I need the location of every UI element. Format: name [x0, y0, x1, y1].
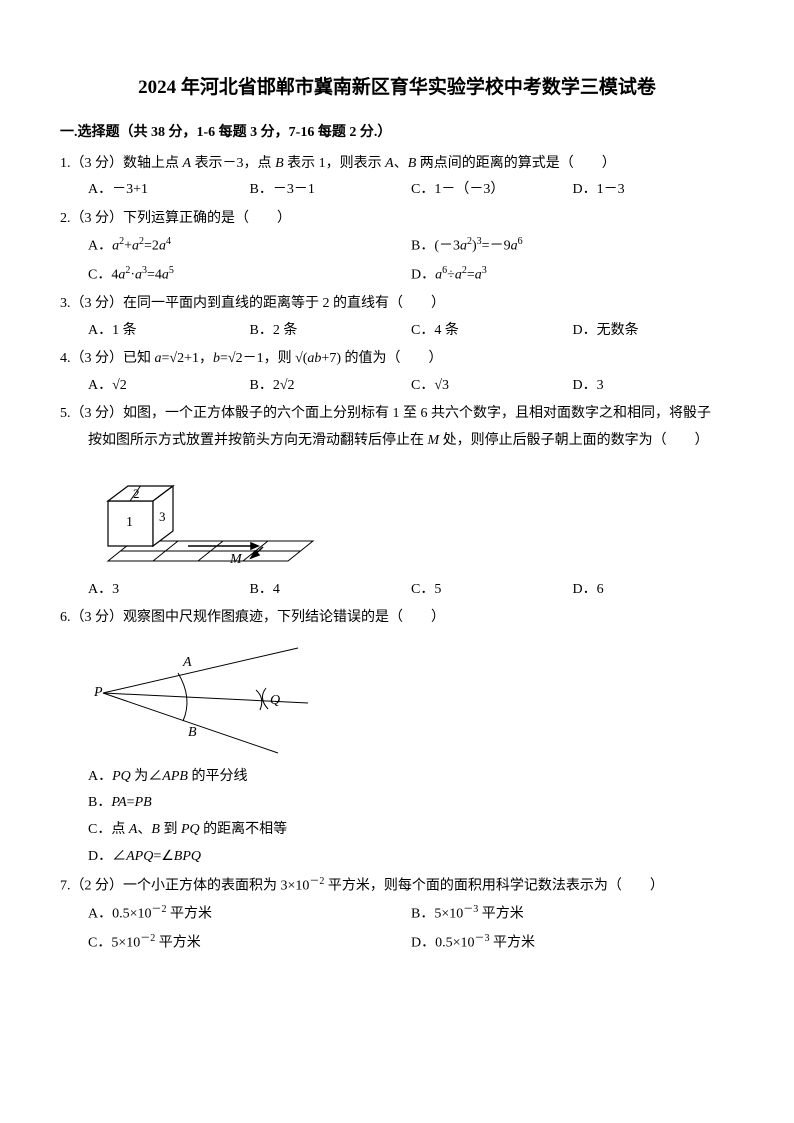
q2-options-row2: C．4a2·a3=4a5 D．a6÷a2=a3: [60, 261, 734, 289]
question-7: 7.（2 分）一个小正方体的表面积为 3×10－2 平方米，则每个面的面积用科学…: [60, 872, 734, 957]
q1-option-b: B．－3－1: [250, 177, 412, 204]
q7-option-b: B．5×10－3 平方米: [411, 900, 734, 928]
q5-option-c: C．5: [411, 577, 573, 604]
q3-option-a: A．1 条: [88, 318, 250, 345]
label-M: M: [229, 552, 243, 567]
q2-option-c: C．4a2·a3=4a5: [88, 261, 411, 289]
q7-options-row1: A．0.5×10－2 平方米 B．5×10－3 平方米: [60, 900, 734, 928]
q3-option-b: B．2 条: [250, 318, 412, 345]
cube-face-2: 2: [133, 486, 140, 501]
q3-option-d: D．无数条: [573, 318, 735, 345]
q2-options-row1: A．a2+a2=2a4 B．(－3a2)3=－9a6: [60, 232, 734, 260]
q2-option-d: D．a6÷a2=a3: [411, 261, 734, 289]
q3-stem: 3.（3 分）在同一平面内到直线的距离等于 2 的直线有（ ）: [60, 291, 734, 318]
page-title: 2024 年河北省邯郸市冀南新区育华实验学校中考数学三模试卷: [60, 70, 734, 106]
q1-options: A．－3+1 B．－3－1 C．1－（－3） D．1－3: [60, 177, 734, 204]
q5-stem-2: 按如图所示方式放置并按箭头方向无滑动翻转后停止在 M 处，则停止后骰子朝上面的数…: [60, 428, 734, 455]
question-1: 1.（3 分）数轴上点 A 表示－3，点 B 表示 1，则表示 A、B 两点间的…: [60, 151, 734, 204]
cube-face-1: 1: [126, 515, 133, 530]
q5-option-a: A．3: [88, 577, 250, 604]
question-6: 6.（3 分）观察图中尺规作图痕迹，下列结论错误的是（ ） P A B Q A．…: [60, 605, 734, 870]
q3-options: A．1 条 B．2 条 C．4 条 D．无数条: [60, 318, 734, 345]
label-Q: Q: [270, 693, 280, 708]
q6-option-d: D．∠APQ=∠BPQ: [60, 844, 734, 871]
section-header: 一.选择题（共 38 分，1-6 每题 3 分，7-16 每题 2 分.）: [60, 120, 734, 147]
q4-stem: 4.（3 分）已知 a=√2+1，b=√2－1，则 √(ab+7) 的值为（ ）: [60, 346, 734, 373]
q2-stem: 2.（3 分）下列运算正确的是（ ）: [60, 206, 734, 233]
q6-option-b: B．PA=PB: [60, 790, 734, 817]
label-A: A: [182, 655, 192, 670]
label-P: P: [93, 685, 103, 700]
q1-option-d: D．1－3: [573, 177, 735, 204]
q7-option-a: A．0.5×10－2 平方米: [88, 900, 411, 928]
q7-option-d: D．0.5×10－3 平方米: [411, 929, 734, 957]
q2-option-a: A．a2+a2=2a4: [88, 232, 411, 260]
q6-option-a: A．PQ 为∠APB 的平分线: [60, 764, 734, 791]
q4-option-d: D．3: [573, 373, 735, 400]
q4-option-a: A．√2: [88, 373, 250, 400]
question-2: 2.（3 分）下列运算正确的是（ ） A．a2+a2=2a4 B．(－3a2)3…: [60, 206, 734, 289]
q1-option-c: C．1－（－3）: [411, 177, 573, 204]
label-B: B: [188, 725, 197, 740]
q4-option-c: C．√3: [411, 373, 573, 400]
question-4: 4.（3 分）已知 a=√2+1，b=√2－1，则 √(ab+7) 的值为（ ）…: [60, 346, 734, 399]
question-5: 5.（3 分）如图，一个正方体骰子的六个面上分别标有 1 至 6 共六个数字，且…: [60, 401, 734, 603]
q5-stem-1: 5.（3 分）如图，一个正方体骰子的六个面上分别标有 1 至 6 共六个数字，且…: [60, 401, 734, 428]
q7-stem: 7.（2 分）一个小正方体的表面积为 3×10－2 平方米，则每个面的面积用科学…: [60, 872, 734, 900]
q5-option-b: B．4: [250, 577, 412, 604]
q6-figure: P A B Q: [60, 638, 734, 758]
q1-stem: 1.（3 分）数轴上点 A 表示－3，点 B 表示 1，则表示 A、B 两点间的…: [60, 151, 734, 178]
cube-face-3: 3: [159, 509, 166, 524]
question-3: 3.（3 分）在同一平面内到直线的距离等于 2 的直线有（ ） A．1 条 B．…: [60, 291, 734, 344]
q3-option-c: C．4 条: [411, 318, 573, 345]
q1-option-a: A．－3+1: [88, 177, 250, 204]
q7-options-row2: C．5×10－2 平方米 D．0.5×10－3 平方米: [60, 929, 734, 957]
q4-options: A．√2 B．2√2 C．√3 D．3: [60, 373, 734, 400]
q5-options: A．3 B．4 C．5 D．6: [60, 577, 734, 604]
q5-option-d: D．6: [573, 577, 735, 604]
q7-option-c: C．5×10－2 平方米: [88, 929, 411, 957]
q6-option-c: C．点 A、B 到 PQ 的距离不相等: [60, 817, 734, 844]
q5-figure: 1 2 3 M: [60, 461, 734, 571]
q6-stem: 6.（3 分）观察图中尺规作图痕迹，下列结论错误的是（ ）: [60, 605, 734, 632]
q2-option-b: B．(－3a2)3=－9a6: [411, 232, 734, 260]
q4-option-b: B．2√2: [250, 373, 412, 400]
